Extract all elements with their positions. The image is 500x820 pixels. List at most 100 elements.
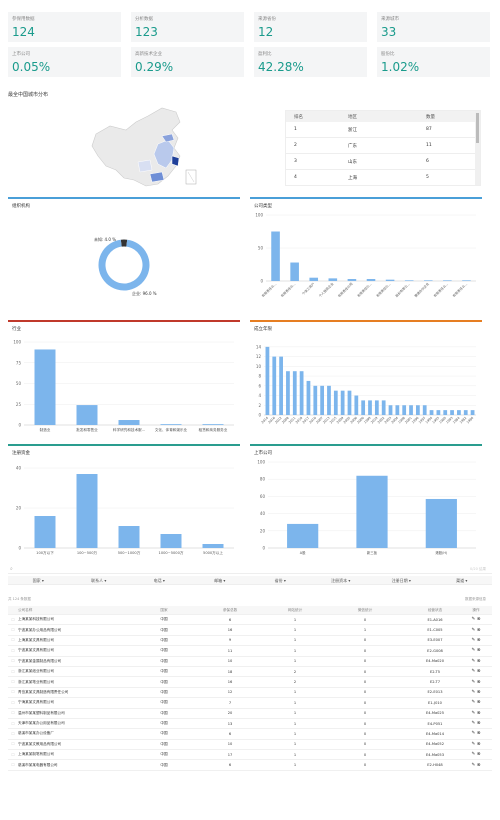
row-checkbox[interactable]: ☐ [11,752,15,757]
row-checkbox[interactable]: ☐ [11,763,15,768]
table-row[interactable]: ☐ 宁波某某办公用品有限公司 中国 16 1 1 E1-C005 ✎ ⊗ [8,625,492,636]
table-cell: 中国 [160,669,168,674]
delete-icon[interactable]: ⊗ [475,710,481,716]
table-row[interactable]: ☐ 宁海某某文具有限公司 中国 7 1 0 E1-J010 ✎ ⊗ [8,698,492,709]
table-cell: 中国 [160,710,168,715]
delete-icon[interactable]: ⊗ [475,617,481,623]
filter-date[interactable]: 注册日期 ▾ [391,578,411,583]
edit-icon[interactable]: ✎ [471,762,476,768]
edit-icon[interactable]: ✎ [471,731,476,737]
row-actions: ✎ ⊗ [460,680,492,685]
table-row[interactable]: ☐ 慈溪市某某电器有限公司 中国 6 1 0 E2-H048 ✎ ⊗ [8,760,492,771]
delete-icon[interactable]: ⊗ [475,731,481,737]
bar [306,380,311,415]
company-name-cell[interactable]: 浙江某某笔业有限公司 [18,679,54,684]
filter-email[interactable]: 邮箱 ▾ [214,578,226,583]
edit-icon[interactable]: ✎ [471,617,476,623]
rank-scrollbar[interactable] [475,111,480,185]
edit-icon[interactable]: ✎ [471,669,476,675]
delete-icon[interactable]: ⊗ [475,689,481,695]
filter-channel[interactable]: 渠道 ▾ [456,578,468,583]
filter-phone[interactable]: 电话 ▾ [153,578,165,583]
edit-icon[interactable]: ✎ [471,721,476,727]
company-name-cell[interactable]: 宁波某某金属制品有限公司 [18,658,62,663]
x-tick-label: 股份有限公... [394,281,411,298]
delete-icon[interactable]: ⊗ [475,721,481,727]
delete-icon[interactable]: ⊗ [475,741,481,747]
stat-value: 0.29% [135,60,174,74]
company-name-cell[interactable]: 上海某某文具有限公司 [18,637,54,642]
edit-icon[interactable]: ✎ [471,710,476,716]
row-checkbox[interactable]: ☐ [11,731,15,736]
company-name-cell[interactable]: 上海某某制笔有限公司 [18,752,54,757]
delete-icon[interactable]: ⊗ [475,658,481,664]
row-checkbox[interactable]: ☐ [11,648,15,653]
company-name-cell[interactable]: 宁波某某文具有限公司 [18,648,54,653]
bar [366,279,376,281]
table-row[interactable]: ☐ 上海某某科技有限公司 中国 6 1 0 E1-A016 ✎ ⊗ [8,615,492,626]
edit-icon[interactable]: ✎ [471,700,476,706]
table-row[interactable]: ☐ 上海某某制笔有限公司 中国 17 1 0 E4-Ma053 ✎ ⊗ [8,750,492,761]
row-checkbox[interactable]: ☐ [11,617,15,622]
filter-capital[interactable]: 注册资本 ▾ [331,578,351,583]
x-tick-label: 1986 [466,416,475,425]
row-checkbox[interactable]: ☐ [11,690,15,695]
company-name-cell[interactable]: 宁波某某文教用品有限公司 [18,741,62,746]
company-name-cell[interactable]: 宁海某某文具有限公司 [18,700,54,705]
edit-icon[interactable]: ✎ [471,679,476,685]
row-checkbox[interactable]: ☐ [11,711,15,716]
row-checkbox[interactable]: ☐ [11,742,15,747]
rank-scrollbar-thumb[interactable] [476,113,479,143]
china-map[interactable] [88,104,208,192]
delete-icon[interactable]: ⊗ [475,752,481,758]
edit-icon[interactable]: ✎ [471,627,476,633]
delete-icon[interactable]: ⊗ [475,627,481,633]
filter-country[interactable]: 国家 ▾ [32,578,44,583]
company-name-cell[interactable]: 温州市某某塑料制品有限公司 [18,710,65,715]
delete-icon[interactable]: ⊗ [475,669,481,675]
table-row[interactable]: ☐ 宁波某某文具有限公司 中国 11 1 0 E2-G008 ✎ ⊗ [8,646,492,657]
delete-icon[interactable]: ⊗ [475,648,481,654]
col-header: 国家 [160,607,168,612]
edit-icon[interactable]: ✎ [471,637,476,643]
table-row[interactable]: ☐ 上海某某文具有限公司 中国 9 1 0 E3-E007 ✎ ⊗ [8,636,492,647]
row-checkbox[interactable]: ☐ [11,628,15,633]
company-name-cell[interactable]: 浙江某某纸业有限公司 [18,669,54,674]
edit-icon[interactable]: ✎ [471,741,476,747]
delete-icon[interactable]: ⊗ [475,700,481,706]
industry-chart: 0 25 50 75 100 制造业 批发和零售业 科学研究和技术服... 文化、体育和娱乐业 租… [13,340,234,432]
delete-icon[interactable]: ⊗ [475,762,481,768]
table-row[interactable]: ☐ 慈溪市某某办公设备厂 中国 6 1 0 E4-Ma014 ✎ ⊗ [8,729,492,740]
company-name-cell[interactable]: 青岛某某文具制造有限责任公司 [18,689,69,694]
table-row[interactable]: ☐ 宁波某某金属制品有限公司 中国 10 1 0 E4-Ma020 ✎ ⊗ [8,657,492,667]
edit-icon[interactable]: ✎ [471,658,476,664]
filter-contact[interactable]: 联系人 ▾ [91,578,107,583]
table-row[interactable]: ☐ 浙江某某笔业有限公司 中国 16 2 0 E2-T7 ✎ ⊗ [8,677,492,688]
table-row[interactable]: ☐ 青岛某某文具制造有限责任公司 中国 12 1 0 E2-E013 ✎ ⊗ [8,688,492,699]
company-name-cell[interactable]: 上海某某科技有限公司 [18,617,54,622]
edit-icon[interactable]: ✎ [471,752,476,758]
row-checkbox[interactable]: ☐ [11,669,15,674]
row-checkbox[interactable]: ☐ [11,680,15,685]
row-checkbox[interactable]: ☐ [11,700,15,705]
table-row[interactable]: ☐ 浙江某某纸业有限公司 中国 18 2 0 E2-T5 ✎ ⊗ [8,667,492,678]
company-name-cell[interactable]: 慈溪市某某办公设备厂 [18,731,54,736]
bar [309,277,319,281]
edit-icon[interactable]: ✎ [471,648,476,654]
company-name-cell[interactable]: 天津市某某办公用品有限公司 [18,721,65,726]
table-source-link[interactable]: 数据来源信息 [465,597,486,601]
row-checkbox[interactable]: ☐ [11,721,15,726]
table-cell: 中国 [160,658,168,663]
company-name-cell[interactable]: 慈溪市某某电器有限公司 [18,762,58,767]
edit-icon[interactable]: ✎ [471,689,476,695]
row-checkbox[interactable]: ☐ [11,638,15,643]
company-name-cell[interactable]: 宁波某某办公用品有限公司 [18,627,62,632]
row-checkbox[interactable]: ☐ [11,659,15,664]
delete-icon[interactable]: ⊗ [475,637,481,643]
table-row[interactable]: ☐ 温州市某某塑料制品有限公司 中国 20 1 0 E4-Ma025 ✎ ⊗ [8,709,492,719]
delete-icon[interactable]: ⊗ [475,679,481,685]
col-header: 参保总数 [222,607,238,612]
table-row[interactable]: ☐ 天津市某某办公用品有限公司 中国 13 1 0 E4-P051 ✎ ⊗ [8,719,492,730]
table-row[interactable]: ☐ 宁波某某文教用品有限公司 中国 10 1 0 E4-Ma052 ✎ ⊗ [8,740,492,751]
filter-province[interactable]: 省份 ▾ [274,578,286,583]
